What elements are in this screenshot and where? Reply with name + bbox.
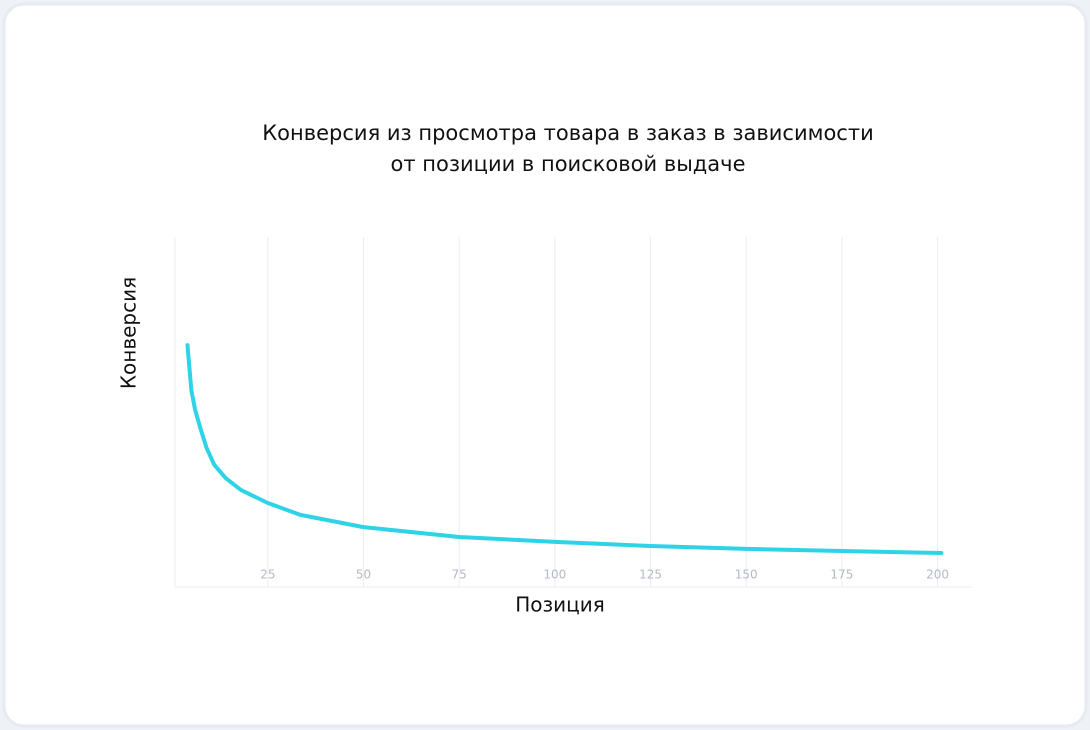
x-tick-label: 175	[830, 568, 853, 582]
x-tick-label: 25	[260, 568, 275, 582]
x-tick-label: 150	[735, 568, 758, 582]
chart-title: Конверсия из просмотра товара в заказ в …	[262, 121, 873, 145]
x-tick-label: 125	[639, 568, 662, 582]
x-tick-label: 200	[926, 568, 949, 582]
x-tick-label: 75	[452, 568, 467, 582]
x-tick-label: 100	[543, 568, 566, 582]
x-axis-label: Позиция	[515, 593, 605, 617]
y-axis-label: Конверсия	[117, 277, 141, 389]
x-tick-label: 50	[356, 568, 371, 582]
line-series	[185, 343, 944, 556]
chart-title: от позиции в поисковой выдаче	[391, 152, 746, 176]
